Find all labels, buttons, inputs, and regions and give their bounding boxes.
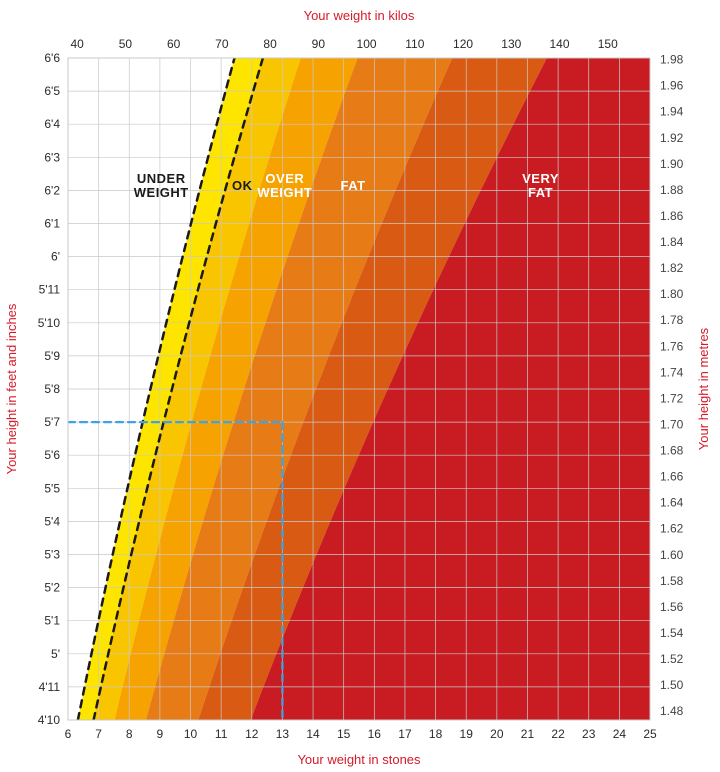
svg-text:6': 6' (51, 250, 60, 264)
axis-title-left: Your height in feet and inches (4, 303, 19, 474)
svg-text:5': 5' (51, 647, 60, 661)
svg-text:FAT: FAT (341, 178, 366, 193)
svg-text:40: 40 (70, 37, 84, 51)
svg-text:6'1: 6'1 (44, 217, 60, 231)
svg-text:1.70: 1.70 (660, 417, 684, 431)
svg-text:4'10: 4'10 (38, 713, 61, 727)
svg-text:5'10: 5'10 (38, 316, 61, 330)
svg-text:OVERWEIGHT: OVERWEIGHT (257, 171, 312, 200)
svg-text:1.88: 1.88 (660, 183, 684, 197)
svg-text:1.64: 1.64 (660, 496, 684, 510)
svg-text:1.62: 1.62 (660, 522, 684, 536)
svg-text:1.90: 1.90 (660, 157, 684, 171)
svg-text:1.66: 1.66 (660, 470, 684, 484)
svg-text:6: 6 (65, 727, 72, 741)
svg-text:1.98: 1.98 (660, 53, 684, 67)
svg-text:5'8: 5'8 (44, 382, 60, 396)
svg-text:21: 21 (521, 727, 535, 741)
svg-text:5'9: 5'9 (44, 349, 60, 363)
bmi-chart: UNDERWEIGHTOKOVERWEIGHTFATVERYFAT6789101… (0, 0, 720, 772)
svg-text:6'2: 6'2 (44, 183, 60, 197)
svg-text:5'2: 5'2 (44, 581, 60, 595)
svg-text:90: 90 (312, 37, 326, 51)
svg-text:1.84: 1.84 (660, 235, 684, 249)
svg-text:5'5: 5'5 (44, 481, 60, 495)
svg-text:100: 100 (357, 37, 377, 51)
svg-text:5'7: 5'7 (44, 415, 60, 429)
svg-text:1.56: 1.56 (660, 600, 684, 614)
svg-text:7: 7 (95, 727, 102, 741)
svg-text:14: 14 (306, 727, 320, 741)
svg-text:11: 11 (215, 727, 228, 741)
svg-text:6'3: 6'3 (44, 150, 60, 164)
svg-text:24: 24 (613, 727, 627, 741)
svg-text:1.80: 1.80 (660, 287, 684, 301)
svg-text:5'3: 5'3 (44, 548, 60, 562)
svg-text:9: 9 (157, 727, 164, 741)
svg-text:15: 15 (337, 727, 351, 741)
svg-text:150: 150 (598, 37, 618, 51)
svg-text:5'6: 5'6 (44, 448, 60, 462)
svg-text:8: 8 (126, 727, 133, 741)
axis-title-right: Your height in metres (696, 327, 711, 450)
svg-text:OK: OK (232, 178, 253, 193)
axis-title-top: Your weight in kilos (304, 8, 415, 23)
svg-text:1.86: 1.86 (660, 209, 684, 223)
svg-text:120: 120 (453, 37, 473, 51)
svg-text:1.82: 1.82 (660, 261, 684, 275)
svg-text:17: 17 (398, 727, 412, 741)
svg-text:6'4: 6'4 (44, 117, 60, 131)
chart-svg: UNDERWEIGHTOKOVERWEIGHTFATVERYFAT6789101… (0, 0, 720, 772)
svg-text:16: 16 (368, 727, 382, 741)
svg-text:20: 20 (490, 727, 504, 741)
svg-text:130: 130 (501, 37, 521, 51)
svg-text:5'1: 5'1 (44, 614, 60, 628)
svg-text:1.92: 1.92 (660, 131, 684, 145)
svg-text:6'6: 6'6 (44, 51, 60, 65)
svg-text:60: 60 (167, 37, 181, 51)
svg-text:80: 80 (263, 37, 277, 51)
svg-text:5'11: 5'11 (39, 283, 61, 297)
svg-text:1.58: 1.58 (660, 574, 684, 588)
svg-text:140: 140 (550, 37, 570, 51)
svg-text:1.74: 1.74 (660, 365, 684, 379)
svg-text:10: 10 (184, 727, 198, 741)
axis-title-bottom: Your weight in stones (297, 752, 421, 767)
svg-text:23: 23 (582, 727, 596, 741)
svg-text:1.94: 1.94 (660, 105, 684, 119)
svg-text:UNDERWEIGHT: UNDERWEIGHT (134, 171, 189, 200)
svg-text:1.54: 1.54 (660, 626, 684, 640)
svg-text:1.60: 1.60 (660, 548, 684, 562)
svg-text:22: 22 (551, 727, 565, 741)
svg-text:18: 18 (429, 727, 443, 741)
svg-text:70: 70 (215, 37, 229, 51)
svg-text:25: 25 (643, 727, 657, 741)
svg-text:1.72: 1.72 (660, 391, 684, 405)
svg-text:1.96: 1.96 (660, 79, 684, 93)
svg-text:110: 110 (405, 37, 424, 51)
svg-text:50: 50 (119, 37, 133, 51)
svg-text:1.78: 1.78 (660, 313, 684, 327)
svg-text:1.52: 1.52 (660, 652, 684, 666)
svg-text:4'11: 4'11 (39, 680, 61, 694)
svg-text:5'4: 5'4 (44, 514, 60, 528)
svg-text:1.48: 1.48 (660, 704, 684, 718)
svg-text:19: 19 (460, 727, 474, 741)
svg-text:13: 13 (276, 727, 290, 741)
svg-text:1.50: 1.50 (660, 678, 684, 692)
svg-text:12: 12 (245, 727, 259, 741)
svg-text:6'5: 6'5 (44, 84, 60, 98)
svg-text:1.76: 1.76 (660, 339, 684, 353)
svg-text:1.68: 1.68 (660, 444, 684, 458)
